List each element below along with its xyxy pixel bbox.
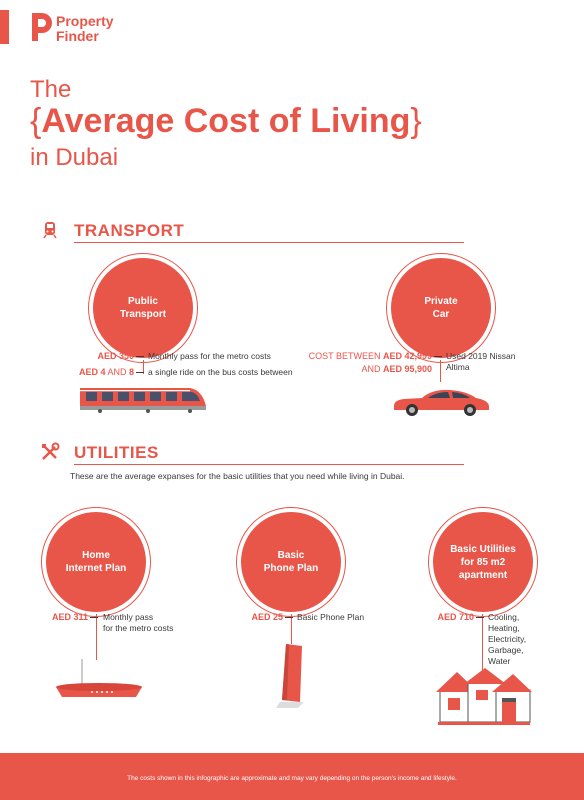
transport-heading: TRANSPORT [74,221,185,240]
internet-bubble-line1: Home [82,550,110,561]
basic-desc-item: Cooling, [488,612,520,622]
internet-amount: AED 311 [51,612,88,622]
basic-stem [482,614,483,670]
private-desc-line1: Used 2019 Nissan [446,351,516,361]
title-brace-close: } [410,102,422,140]
phone-bubble: Basic Phone Plan [236,507,346,617]
basic-bubble-line2: for 85 m2 [460,556,506,568]
private-prefix-1: COST BETWEEN [308,351,383,361]
private-desc: Used 2019 Nissan Altima [446,351,556,373]
phone-icon [276,644,304,708]
utilities-heading: UTILITIES [74,443,159,462]
dash [136,356,144,357]
private-amount-1: COST BETWEEN AED 42,999 [300,351,432,361]
basic-desc-item: Heating, [488,623,520,633]
property-finder-logo-icon [32,13,52,41]
private-bubble-line2: Car [432,309,450,320]
tools-icon [42,442,60,460]
private-amount-1-value: AED 42,999 [382,351,432,361]
internet-stem [96,614,97,660]
private-stem [440,360,441,382]
utilities-rule [74,464,464,465]
brand-line2: Finder [56,28,99,44]
phone-bubble-line1: Basic [277,550,305,561]
public-bubble-line2: Transport [119,309,167,320]
phone-amount: AED 25 [251,612,283,622]
private-amount-2: AND AED 95,900 [300,364,432,374]
basic-bubble-line1: Basic Utilities [450,543,516,555]
footer-disclaimer: The costs shown in this infographic are … [127,775,457,782]
basic-bubble-line3: apartment [458,569,508,581]
public-desc-2: a single ride on the bus costs between [148,367,293,377]
internet-desc-line1: Monthly pass [103,612,154,622]
public-amount-2-and: AND [105,367,129,377]
public-amount-1: AED 350 [97,351,134,361]
internet-desc-line2: for the metro costs [103,623,174,633]
basic-desc-item: Water [488,656,511,666]
dash [434,356,442,357]
basic-desc-item: Electricity, [488,634,527,644]
title-main-text: Average Cost of Living [41,102,411,140]
public-bubble-line1: Public [127,296,158,307]
public-amount-2b: 8 [128,367,134,377]
tram-icon [80,388,206,413]
dash [136,372,144,373]
router-icon [56,659,142,697]
public-amount-2a: AED 4 [78,367,106,377]
title-main: {Average Cost of Living} [30,102,422,141]
brand-name: Property Finder [56,14,136,44]
internet-bubble: Home Internet Plan [41,507,151,617]
basic-desc-item: Garbage, [488,645,524,655]
public-transport-bubble: Public Transport [88,253,198,363]
internet-desc: Monthly pass for the metro costs [103,612,193,634]
title-line1: The [30,76,72,103]
private-desc-line2: Altima [446,362,470,372]
basic-amount: AED 710 [437,612,474,622]
utilities-intro: These are the average expanses for the b… [70,471,405,481]
basic-utilities-bubble: Basic Utilities for 85 m2 apartment [428,507,538,617]
public-desc-1: Monthly pass for the metro costs [148,351,271,361]
footer-bar [0,753,584,800]
dash [90,617,98,618]
dash [476,617,484,618]
phone-stem [291,614,292,644]
brand-side-tab [0,10,9,44]
house-icon [436,668,532,725]
brand-line1: Property [56,13,114,29]
private-amount-2-value: AED 95,900 [382,364,432,374]
title-line3: in Dubai [30,144,119,171]
phone-bubble-line2: Phone Plan [263,563,319,574]
basic-desc: Cooling, Heating, Electricity, Garbage, … [488,612,568,667]
private-bubble-line1: Private [424,296,458,307]
private-car-bubble: Private Car [386,253,496,363]
public-stem [143,360,144,374]
phone-desc: Basic Phone Plan [297,612,365,622]
internet-bubble-line2: Internet Plan [65,563,127,574]
train-icon [43,222,57,239]
private-prefix-2: AND [361,364,383,374]
title-brace-open: { [30,102,42,140]
car-icon [394,389,489,416]
transport-rule [74,242,464,243]
public-amount-2: AED 4 AND 8 [50,367,134,377]
dash [285,617,293,618]
